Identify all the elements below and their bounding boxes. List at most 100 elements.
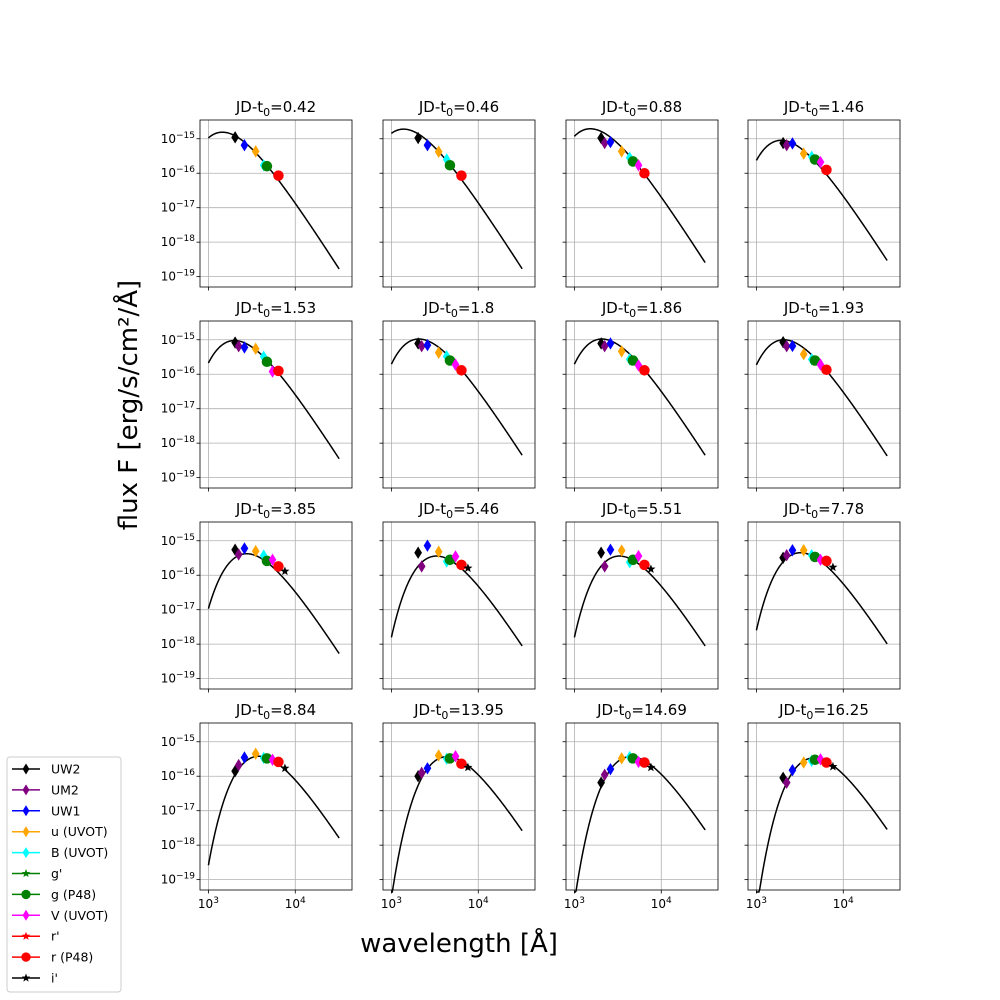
data-point <box>234 758 243 772</box>
y-tick-label: 10−17 <box>161 200 195 215</box>
data-point <box>627 355 639 366</box>
data-point <box>280 763 290 773</box>
y-tick-label: 10−19 <box>161 671 196 686</box>
y-tick-label: 10−16 <box>161 567 196 582</box>
data-point <box>423 338 432 352</box>
legend-label: V (UVOT) <box>51 908 108 923</box>
data-point <box>639 757 650 768</box>
data-point <box>639 559 650 571</box>
panel-10: JD-t0=5.46 <box>379 500 536 693</box>
y-tick-label: 10−16 <box>161 366 196 381</box>
panel-frame <box>382 521 536 690</box>
panel-background <box>200 522 352 689</box>
data-point <box>600 340 609 353</box>
panel-title: JD-t0=0.88 <box>601 98 682 119</box>
panel-title: JD-t0=16.25 <box>778 701 869 722</box>
data-point <box>231 543 239 556</box>
panel-14: 103 104 JD-t0=13.95 <box>379 701 536 911</box>
x-tick-label: 104 <box>833 896 854 911</box>
y-tick-label: 10−18 <box>161 837 196 852</box>
data-point <box>617 345 626 358</box>
data-point <box>821 164 832 176</box>
data-point <box>261 555 273 567</box>
panel-frame <box>199 119 353 288</box>
x-axis-label: wavelength [Å] <box>360 927 558 959</box>
data-point <box>828 562 838 572</box>
panel-background <box>748 321 900 488</box>
legend-label: u (UVOT) <box>51 824 108 839</box>
y-tick-label: 10−19 <box>161 269 196 284</box>
legend-item: UW1 <box>12 803 80 818</box>
panel-background <box>566 723 718 890</box>
panel-frame <box>747 521 901 690</box>
data-point <box>273 170 284 181</box>
panel-background <box>200 120 352 287</box>
data-point <box>414 546 422 559</box>
data-point <box>231 131 239 144</box>
panel-background <box>566 120 718 287</box>
panel-title: JD-t0=0.46 <box>418 98 499 119</box>
data-point <box>273 561 284 572</box>
panel-background <box>748 522 900 689</box>
data-point <box>799 756 808 769</box>
legend-label: UM2 <box>51 782 79 797</box>
legend: UW2 UM2 UW1 u (UVOT) B (UVOT) g' g (P48) V (UVO… <box>6 756 122 993</box>
panel-title: JD-t0=5.46 <box>418 500 499 521</box>
y-tick-label: 10−19 <box>161 872 196 887</box>
data-point <box>606 543 615 556</box>
panel-frame <box>382 320 536 489</box>
panel-title: JD-t0=7.78 <box>783 500 864 521</box>
legend-item: r' <box>12 929 60 944</box>
panel-title: JD-t0=1.86 <box>601 299 682 320</box>
panel-title: JD-t0=14.69 <box>596 701 687 722</box>
panel-frame <box>747 320 901 489</box>
data-point <box>600 768 609 781</box>
data-point <box>434 545 443 558</box>
data-point <box>280 566 290 576</box>
data-point <box>617 752 626 765</box>
data-point <box>639 167 650 179</box>
data-point <box>606 337 615 350</box>
data-point <box>423 539 432 552</box>
data-point <box>821 364 832 375</box>
legend-marker <box>21 869 31 878</box>
legend-label: g' <box>51 866 62 881</box>
data-point <box>782 549 791 562</box>
data-point <box>251 544 260 558</box>
panel-3: JD-t0=0.88 <box>562 98 719 291</box>
data-point <box>434 346 443 359</box>
panel-1: 10−15 10−16 10−17 10−18 10−19 JD-t0=0.42 <box>161 98 353 291</box>
data-point <box>417 560 426 573</box>
data-point <box>779 551 787 565</box>
legend-box <box>6 756 122 993</box>
panel-title: JD-t0=1.46 <box>783 98 864 119</box>
legend-item: UM2 <box>12 782 79 797</box>
legend-item: u (UVOT) <box>12 824 108 839</box>
y-tick-label: 10−17 <box>161 803 195 818</box>
data-point <box>463 762 473 772</box>
panel-title: JD-t0=13.95 <box>413 701 504 722</box>
data-point <box>456 758 467 770</box>
y-tick-label: 10−16 <box>161 165 196 180</box>
data-point <box>816 155 825 169</box>
panel-background <box>383 120 535 287</box>
panel-background <box>748 723 900 890</box>
legend-label: B (UVOT) <box>51 845 108 860</box>
panel-title: JD-t0=0.42 <box>235 98 316 119</box>
data-point <box>788 339 797 353</box>
data-point <box>799 544 808 557</box>
panel-2: JD-t0=0.46 <box>379 98 536 291</box>
data-point <box>456 559 467 571</box>
data-point <box>782 776 791 789</box>
data-point <box>240 542 249 555</box>
data-point <box>268 753 277 766</box>
y-tick-label: 10−15 <box>161 533 195 548</box>
data-point <box>456 365 467 376</box>
data-point <box>273 756 284 768</box>
y-tick-label: 10−15 <box>161 734 195 749</box>
legend-item: V (UVOT) <box>12 908 108 923</box>
legend-marker <box>22 909 30 921</box>
data-point <box>646 762 656 772</box>
